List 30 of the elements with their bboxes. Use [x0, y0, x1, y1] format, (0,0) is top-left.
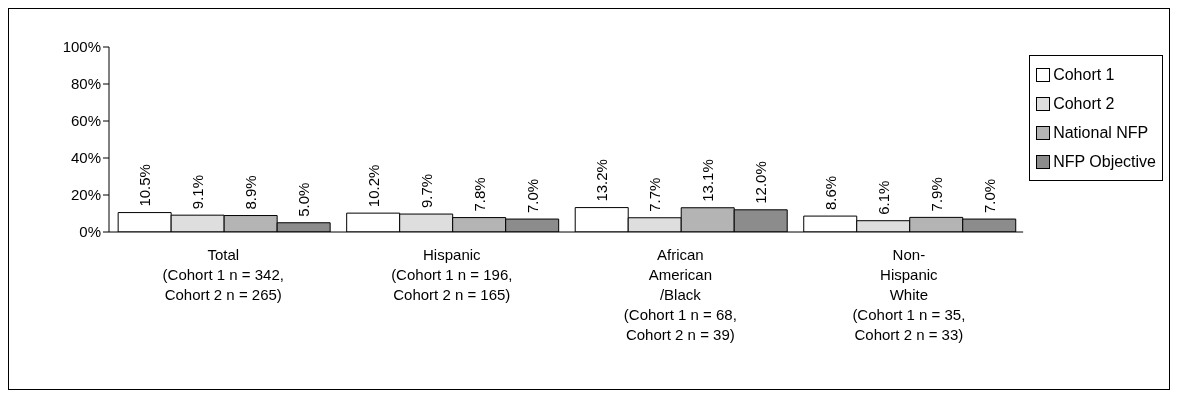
y-tick-label: 20% [70, 186, 101, 204]
data-label: 8.9% [242, 175, 260, 210]
data-label: 9.7% [417, 173, 435, 209]
data-label: 13.2% [593, 159, 611, 202]
legend-label: NFP Objective [1053, 152, 1156, 171]
y-tick-label: 0% [79, 223, 101, 241]
data-label: 7.7% [646, 177, 664, 212]
data-label: 7.0% [980, 178, 998, 214]
y-tick-label: 60% [70, 112, 101, 130]
data-label: 10.2% [364, 164, 382, 208]
data-label: 9.1% [189, 174, 207, 210]
data-label: 5.0% [295, 182, 313, 217]
data-label: 13.1% [699, 159, 717, 202]
data-label: 7.9% [927, 177, 945, 212]
data-label: 12.0% [752, 161, 770, 204]
data-label: 7.8% [470, 177, 488, 212]
data-label: 8.6% [821, 175, 839, 211]
y-tick-label: 100% [62, 38, 101, 56]
data-label: 6.1% [874, 180, 892, 215]
data-label: 7.0% [523, 178, 541, 214]
y-tick-label: 80% [70, 75, 101, 93]
x-tick-label: Hispanic (Cohort 1 n = 196, Cohort 2 n = 165) [391, 246, 513, 303]
y-tick-label: 40% [70, 149, 101, 167]
legend-label: National NFP [1053, 123, 1149, 142]
x-tick-label: African American /Black (Cohort 1 n = 68, Cohort 2 n = 39) [623, 246, 737, 343]
data-label: 10.5% [136, 164, 154, 207]
x-tick-label: Total (Cohort 1 n = 342, Cohort 2 n = 265) [162, 246, 284, 303]
legend-label: Cohort 1 [1053, 65, 1115, 84]
legend-label: Cohort 2 [1053, 94, 1115, 113]
x-tick-label: Non- Hispanic White (Cohort 1 n = 35, Cohort 2 n = 33) [852, 246, 966, 343]
